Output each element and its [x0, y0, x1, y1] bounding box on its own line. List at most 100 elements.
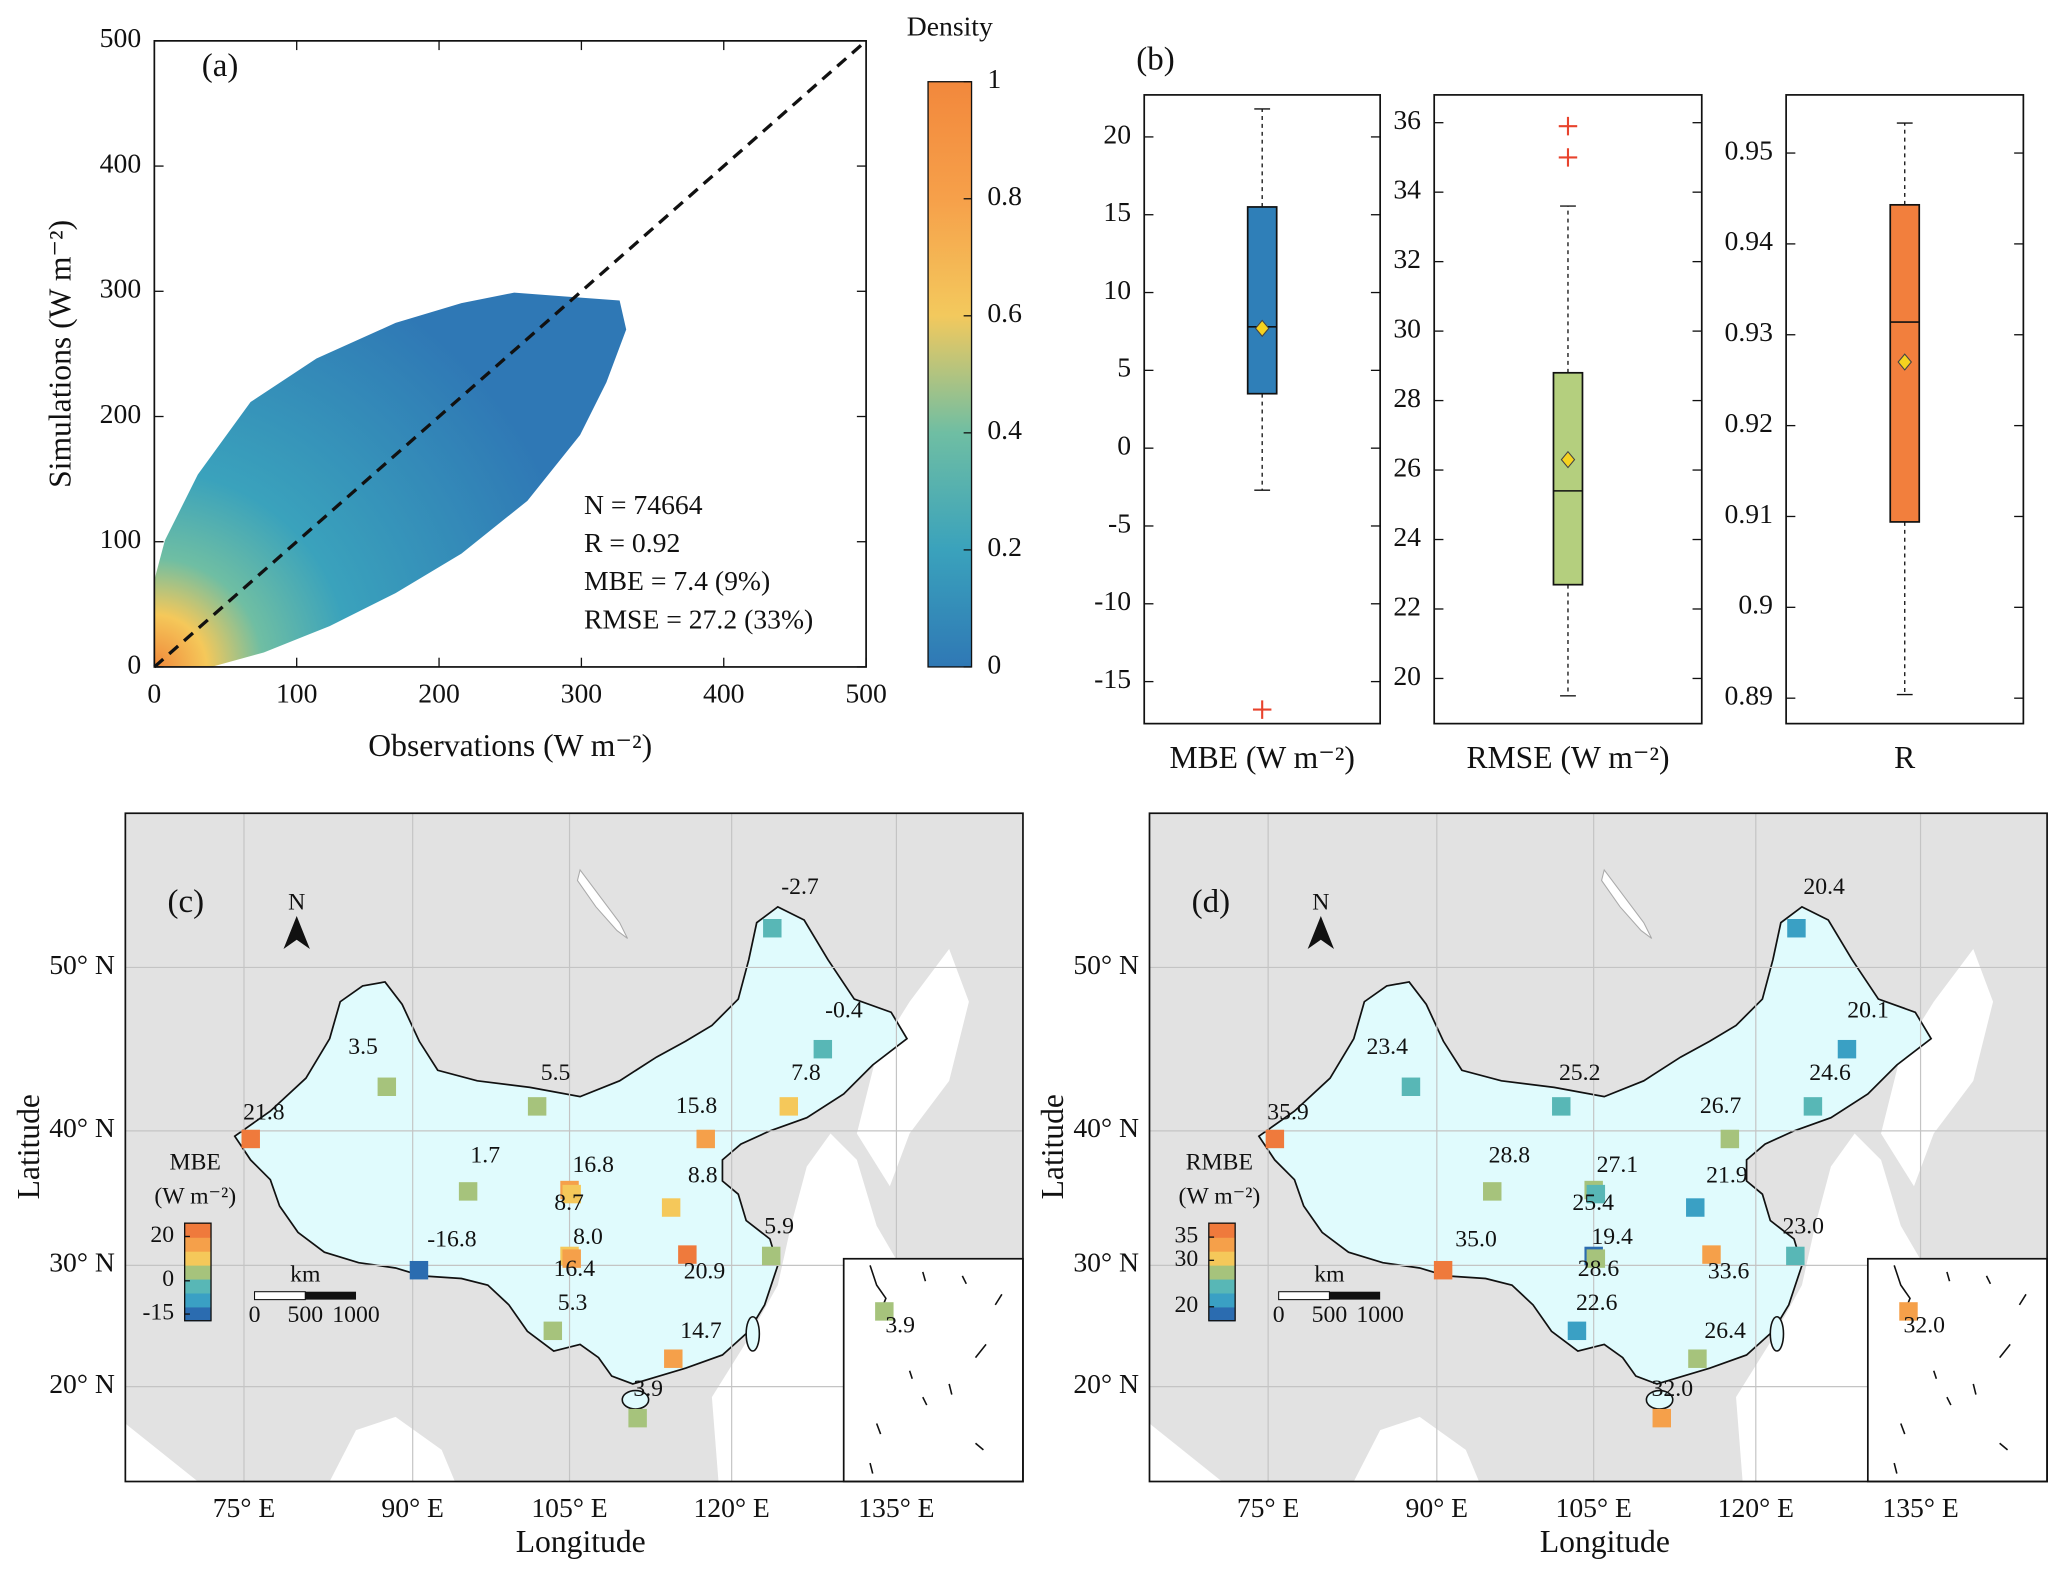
scalebar-label: 500: [1312, 1302, 1348, 1328]
station: [241, 1129, 260, 1149]
x-tick-label: 500: [845, 677, 886, 708]
y-tick-label: 100: [100, 523, 141, 554]
y-tick-label: 40° N: [1073, 1112, 1139, 1143]
stat-text: MBE = 7.4 (9%): [584, 565, 770, 596]
station-label: 5.5: [541, 1060, 571, 1086]
station-label: 21.8: [243, 1099, 285, 1125]
colorbar: [927, 81, 973, 668]
colorbar-segment: [184, 1251, 212, 1266]
outlier: [1558, 148, 1578, 167]
y-tick-label: 36: [1393, 104, 1421, 135]
station: [1837, 1039, 1857, 1059]
station-label: 15.8: [676, 1093, 718, 1119]
y-tick-label: 0.92: [1725, 407, 1773, 438]
scalebar-dark: [1329, 1291, 1381, 1300]
x-tick-label: 100: [276, 677, 317, 708]
map-frame: [1148, 812, 2048, 1483]
scalebar-unit: km: [290, 1261, 321, 1287]
station-label: 20.1: [1847, 998, 1889, 1024]
scalebar-unit: km: [1314, 1261, 1345, 1287]
panel-label: (d): [1192, 884, 1230, 920]
y-axis-label: Simulations (W m⁻²): [43, 220, 78, 488]
colorbar-frame: [184, 1222, 212, 1322]
north-label: N: [288, 890, 305, 916]
y-axis-label: Latitude: [11, 1094, 46, 1199]
x-tick-label: 0: [147, 677, 161, 708]
colorbar-tick-label: 0.6: [987, 297, 1022, 328]
y-tick-label: 40° N: [49, 1112, 115, 1143]
scalebar-label: 1000: [1356, 1302, 1403, 1328]
y-tick-label: 20° N: [49, 1368, 115, 1399]
colorbar-segment: [184, 1292, 212, 1308]
station-label: 32.0: [1904, 1313, 1946, 1339]
station-label: 26.7: [1700, 1093, 1742, 1119]
station-label: 16.8: [573, 1152, 615, 1178]
north-arrow: [283, 916, 310, 950]
y-tick-label: -10: [1094, 585, 1131, 616]
mean-marker: [1560, 450, 1576, 469]
station-label: 23.4: [1366, 1034, 1408, 1060]
colorbar-segment: [1208, 1292, 1236, 1308]
colorbar-tick-label: 20: [1175, 1292, 1199, 1318]
station-label: -16.8: [427, 1227, 476, 1253]
x-axis-label: R: [1894, 740, 1916, 775]
colorbar-tick-label: 1: [987, 63, 1001, 94]
station: [527, 1097, 547, 1116]
station: [458, 1182, 478, 1201]
colorbar-tick-label: 0: [987, 648, 1001, 679]
station: [761, 1246, 781, 1266]
box: [1552, 371, 1584, 586]
colorbar-tick-label: -15: [142, 1299, 174, 1325]
inset: [842, 1257, 1024, 1483]
axes-frame: [1433, 94, 1703, 725]
x-axis-label: Longitude: [1540, 1524, 1670, 1559]
station: [409, 1260, 429, 1280]
outlier: [1558, 116, 1578, 136]
x-tick-label: 300: [561, 677, 602, 708]
station-label: 5.3: [558, 1290, 588, 1316]
x-axis-label: RMSE (W m⁻²): [1466, 740, 1669, 775]
station: [661, 1198, 681, 1217]
x-tick-label: 90° E: [381, 1492, 444, 1523]
y-tick-label: 34: [1393, 174, 1421, 205]
station: [562, 1249, 581, 1268]
station-label: 5.9: [764, 1214, 794, 1240]
station: [628, 1408, 647, 1428]
x-tick-label: 105° E: [531, 1492, 607, 1523]
y-tick-label: 0.9: [1738, 589, 1773, 620]
station: [1401, 1077, 1421, 1097]
station: [1803, 1097, 1823, 1116]
scalebar-label: 0: [1273, 1302, 1285, 1328]
y-tick-label: 20: [1393, 660, 1421, 691]
axes-frame: [153, 40, 867, 668]
station: [1552, 1097, 1571, 1116]
scalebar-light: [253, 1291, 306, 1301]
station-label: 32.0: [1652, 1376, 1694, 1402]
colorbar-segment: [184, 1278, 212, 1294]
station-label: 35.9: [1267, 1099, 1309, 1125]
y-tick-label: 0.89: [1725, 680, 1773, 711]
y-tick-label: 32: [1393, 243, 1421, 274]
station-label: 28.8: [1489, 1143, 1531, 1169]
north-label: N: [1312, 890, 1329, 916]
station: [1483, 1182, 1502, 1201]
inset: [1866, 1257, 2048, 1483]
x-axis-label: MBE (W m⁻²): [1169, 740, 1354, 775]
colorbar-segment: [1208, 1237, 1236, 1252]
axes-frame: [1785, 94, 2025, 725]
station-label: 1.7: [470, 1143, 500, 1169]
x-tick-label: 400: [703, 677, 744, 708]
colorbar-tick-label: 35: [1175, 1223, 1199, 1249]
outlier: [1252, 700, 1272, 719]
station: [1686, 1198, 1705, 1217]
station-label: 21.9: [1706, 1163, 1748, 1189]
station: [664, 1349, 683, 1368]
colorbar-tick-label: 20: [150, 1222, 174, 1248]
scalebar-label: 1000: [332, 1302, 379, 1328]
y-tick-label: 5: [1117, 352, 1131, 383]
scalebar-dark: [305, 1291, 357, 1300]
station-label: 28.6: [1578, 1256, 1620, 1282]
y-tick-label: 200: [100, 398, 141, 429]
station: [1899, 1302, 1918, 1321]
